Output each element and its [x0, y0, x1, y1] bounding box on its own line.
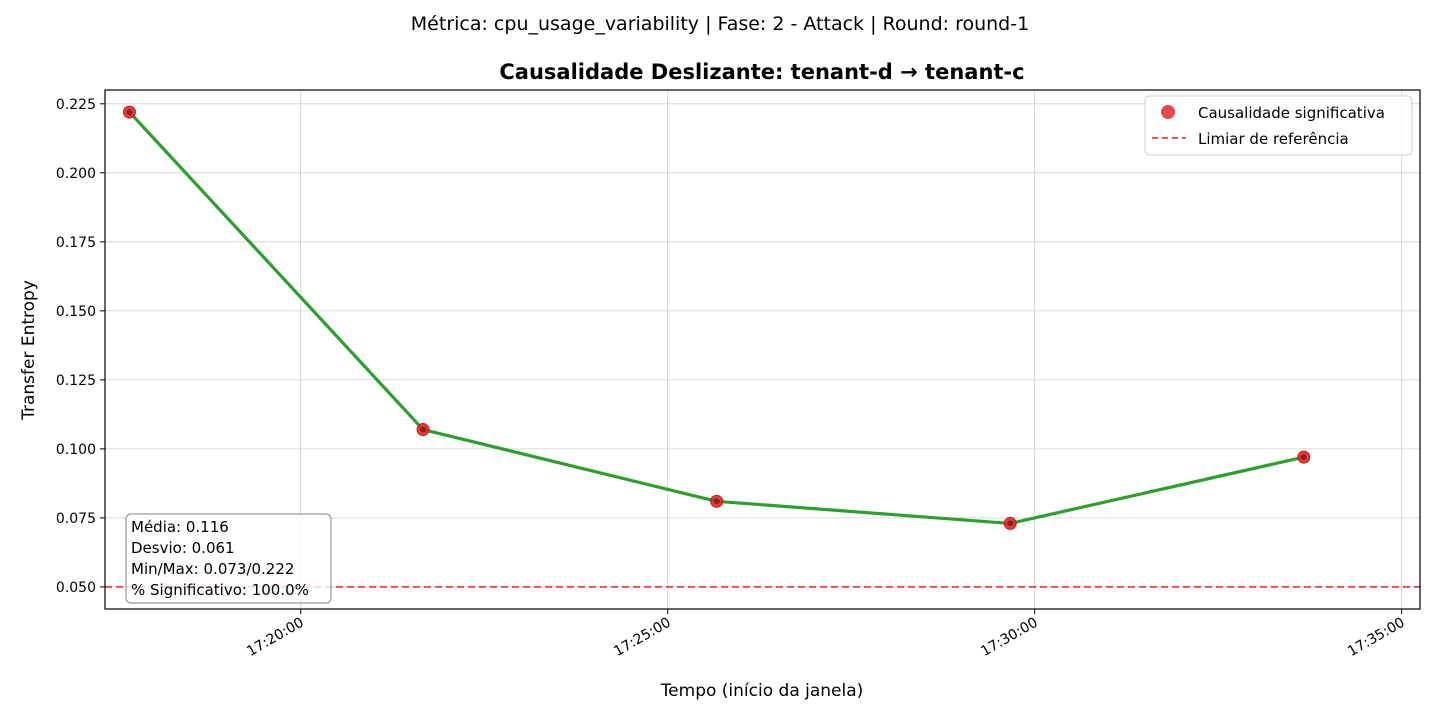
legend-marker-significant — [1161, 105, 1175, 119]
suptitle: Métrica: cpu_usage_variability | Fase: 2… — [411, 13, 1029, 35]
y-tick-label: 0.050 — [56, 580, 96, 596]
y-tick-label: 0.200 — [56, 166, 96, 182]
y-tick-label: 0.125 — [56, 373, 96, 389]
x-tick-label: 17:35:00 — [1345, 615, 1407, 660]
data-point — [420, 426, 427, 433]
data-point — [1300, 454, 1307, 461]
stats-box-frame — [125, 513, 332, 604]
stats-minmax: Min/Max: 0.073/0.222 — [131, 560, 294, 578]
data-point — [1007, 520, 1014, 527]
stats-significant-pct: % Significativo: 100.0% — [131, 581, 309, 599]
legend-label-significant: Causalidade significativa — [1198, 104, 1385, 122]
y-tick-label: 0.225 — [56, 97, 96, 113]
points-layer — [122, 105, 1311, 530]
data-point — [713, 498, 720, 505]
y-tick-label: 0.175 — [56, 235, 96, 251]
y-axis-label: Transfer Entropy — [19, 280, 39, 421]
plot-frame — [104, 89, 1421, 610]
x-tick-label: 17:30:00 — [978, 615, 1040, 660]
stats-mean: Média: 0.116 — [131, 518, 229, 536]
y-tick-label: 0.075 — [56, 511, 96, 527]
legend: Causalidade significativa Limiar de refe… — [1144, 95, 1413, 156]
y-tick-label: 0.150 — [56, 304, 96, 320]
x-axis-label: Tempo (início da janela) — [660, 681, 864, 701]
legend-label-threshold: Limiar de referência — [1198, 130, 1349, 148]
y-tick-label: 0.100 — [56, 442, 96, 458]
y-axis-ticks: 0.050 0.075 0.100 0.125 0.150 0.175 0.200 0.225 — [56, 97, 105, 596]
series-layer — [128, 110, 1305, 526]
stats-std: Desvio: 0.061 — [131, 539, 235, 557]
legend-box — [1144, 95, 1413, 156]
stats-box: Média: 0.116 Desvio: 0.061 Min/Max: 0.07… — [125, 513, 332, 604]
x-tick-label: 17:20:00 — [244, 615, 306, 660]
x-axis-ticks: 17:20:00 17:25:00 17:30:00 17:35:00 — [244, 609, 1408, 660]
data-point — [126, 109, 133, 116]
chart-title: Causalidade Deslizante: tenant-d → tenan… — [499, 60, 1024, 84]
x-tick-label: 17:25:00 — [611, 615, 673, 660]
series-line — [128, 110, 1305, 526]
